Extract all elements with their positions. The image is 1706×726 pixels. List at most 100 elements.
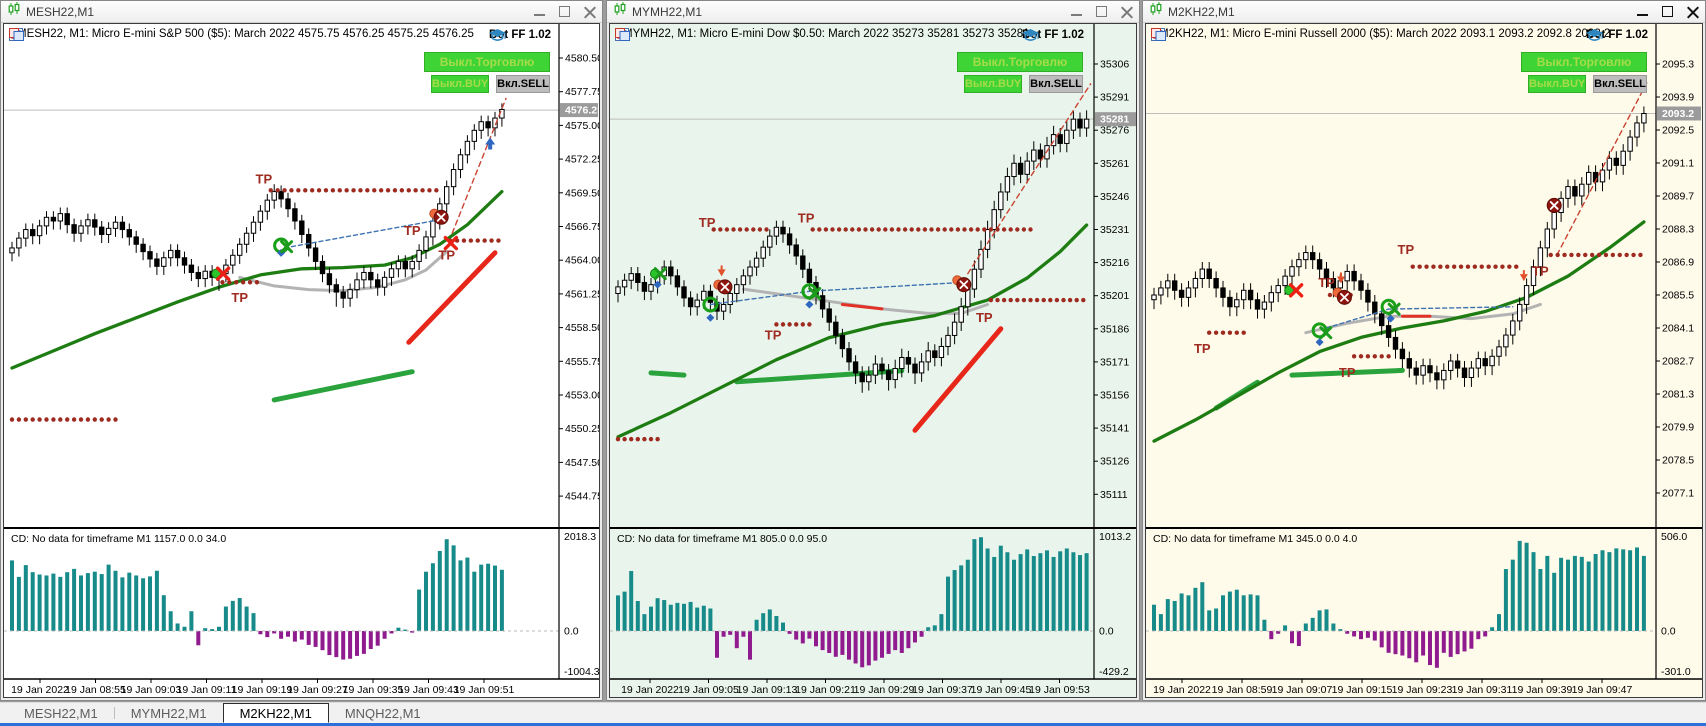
svg-text:19 Jan 09:03: 19 Jan 09:03: [121, 684, 182, 696]
svg-text:4569.50: 4569.50: [565, 187, 599, 199]
close-icon[interactable]: [583, 5, 596, 18]
svg-text:4580.50: 4580.50: [565, 53, 599, 65]
window-controls: [1070, 1, 1133, 22]
maximize-icon[interactable]: [558, 5, 571, 18]
svg-text:-429.2: -429.2: [1099, 666, 1129, 678]
window-controls: [533, 1, 596, 22]
window-titlebar[interactable]: MYMH22,M1: [607, 1, 1139, 23]
svg-text:4572.25: 4572.25: [565, 154, 599, 166]
buy-sell-button-group: Выкл.BUY Вкл.SELL: [431, 75, 550, 93]
symbol-info-text: MESH22, M1: Micro E-mini S&P 500 ($5): M…: [17, 28, 474, 40]
svg-text:TP: TP: [404, 223, 421, 238]
svg-text:35306: 35306: [1100, 59, 1129, 71]
toggle-sell-button[interactable]: Вкл.SELL: [496, 75, 550, 93]
tab-mnqh22[interactable]: MNQH22,M1: [344, 705, 421, 721]
svg-text:2085.5: 2085.5: [1662, 290, 1694, 302]
svg-text:2089.7: 2089.7: [1662, 191, 1694, 203]
svg-text:19 Jan 09:29: 19 Jan 09:29: [854, 684, 915, 696]
maximize-icon[interactable]: [1661, 5, 1674, 18]
svg-text:19 Jan 09:19: 19 Jan 09:19: [232, 684, 293, 696]
svg-text:2084.1: 2084.1: [1662, 323, 1694, 335]
tab-mesh22[interactable]: MESH22,M1: [24, 705, 98, 721]
bot-status-row: Bot FF 1.02: [1586, 29, 1652, 41]
symbol-info-row: M2KH22, M1: Micro E-mini Russell 2000 ($…: [1151, 28, 1611, 41]
window-titlebar[interactable]: M2KH22,M1: [1143, 1, 1705, 23]
svg-text:19 Jan 2022: 19 Jan 2022: [11, 684, 69, 696]
svg-text:19 Jan 09:43: 19 Jan 09:43: [398, 684, 459, 696]
toggle-trading-button[interactable]: Выкл.Торговлю: [957, 52, 1083, 72]
svg-text:4566.75: 4566.75: [565, 221, 599, 233]
svg-text:4558.50: 4558.50: [565, 322, 599, 334]
svg-text:4550.25: 4550.25: [565, 423, 599, 435]
toggle-sell-button[interactable]: Вкл.SELL: [1029, 75, 1083, 93]
close-icon[interactable]: [1120, 5, 1133, 18]
svg-text:2095.3: 2095.3: [1662, 59, 1694, 71]
candlestick-chart-icon: [1149, 2, 1163, 21]
svg-text:2091.1: 2091.1: [1662, 158, 1694, 170]
svg-text:TP: TP: [1318, 275, 1335, 290]
svg-text:19 Jan 09:11: 19 Jan 09:11: [177, 684, 237, 696]
svg-text:TP: TP: [1194, 341, 1211, 356]
svg-text:35141: 35141: [1100, 423, 1129, 435]
svg-text:4577.75: 4577.75: [565, 86, 599, 98]
chart-client-area: MESH22, M1: Micro E-mini S&P 500 ($5): M…: [3, 23, 600, 698]
svg-text:TP: TP: [1398, 242, 1415, 257]
toggle-buy-button[interactable]: Выкл.BUY: [1528, 75, 1586, 93]
maximize-icon[interactable]: [1095, 5, 1108, 18]
svg-text:2093.9: 2093.9: [1662, 92, 1694, 104]
svg-text:4576.25: 4576.25: [565, 105, 599, 117]
svg-text:35201: 35201: [1100, 290, 1129, 302]
svg-text:-301.0: -301.0: [1661, 666, 1691, 678]
svg-text:35216: 35216: [1100, 257, 1129, 269]
toggle-buy-button[interactable]: Выкл.BUY: [431, 75, 489, 93]
svg-text:TP: TP: [256, 171, 273, 186]
svg-text:35156: 35156: [1100, 390, 1129, 402]
svg-text:35261: 35261: [1100, 158, 1129, 170]
svg-text:2081.3: 2081.3: [1662, 389, 1694, 401]
svg-text:35291: 35291: [1100, 92, 1129, 104]
bot-label: Bot FF 1.02: [1022, 29, 1084, 41]
toggle-sell-button[interactable]: Вкл.SELL: [1593, 75, 1647, 93]
svg-text:TP: TP: [1339, 365, 1356, 380]
svg-text:-1004.3: -1004.3: [564, 666, 599, 678]
svg-text:19 Jan 09:35: 19 Jan 09:35: [343, 684, 404, 696]
svg-text:TP: TP: [231, 290, 248, 305]
window-controls: [1636, 1, 1699, 22]
svg-text:19 Jan 09:53: 19 Jan 09:53: [1029, 684, 1090, 696]
svg-text:35246: 35246: [1100, 191, 1129, 203]
minimize-icon[interactable]: [533, 5, 546, 18]
svg-text:2018.3: 2018.3: [564, 531, 596, 543]
bot-label: Bot FF 1.02: [489, 29, 551, 41]
chart-window-mymh22: MYMH22,M1 MYMH22, M1: Micro E-mini Dow $…: [606, 0, 1140, 701]
svg-text:2088.3: 2088.3: [1662, 224, 1694, 236]
tab-mymh22[interactable]: MYMH22,M1: [130, 705, 207, 721]
symbol-info-text: M2KH22, M1: Micro E-mini Russell 2000 ($…: [1159, 28, 1611, 40]
svg-text:35276: 35276: [1100, 125, 1129, 137]
toggle-buy-button[interactable]: Выкл.BUY: [964, 75, 1022, 93]
window-title: M2KH22,M1: [1168, 4, 1235, 19]
tab-m2kh22[interactable]: M2KH22,M1: [222, 703, 329, 723]
chart-client-area: M2KH22, M1: Micro E-mini Russell 2000 ($…: [1145, 23, 1703, 698]
minimize-icon[interactable]: [1636, 5, 1649, 18]
toggle-trading-button[interactable]: Выкл.Торговлю: [424, 52, 550, 72]
svg-text:CD: No data for timeframe M1 1: CD: No data for timeframe M1 1157.0 0.0 …: [11, 533, 226, 545]
svg-text:CD: No data for timeframe M1 3: CD: No data for timeframe M1 345.0 0.0 4…: [1153, 533, 1357, 545]
svg-text:2078.5: 2078.5: [1662, 455, 1694, 467]
chart-window-m2kh22: M2KH22,M1 M2KH22, M1: Micro E-mini Russe…: [1142, 0, 1706, 701]
toggle-trading-button[interactable]: Выкл.Торговлю: [1521, 52, 1647, 72]
window-titlebar[interactable]: MESH22,M1: [1, 1, 602, 23]
svg-text:4553.00: 4553.00: [565, 390, 599, 402]
svg-text:1013.2: 1013.2: [1099, 531, 1131, 543]
close-icon[interactable]: [1686, 5, 1699, 18]
svg-text:2092.5: 2092.5: [1662, 125, 1694, 137]
svg-text:2077.1: 2077.1: [1662, 488, 1694, 500]
symbol-info-text: MYMH22, M1: Micro E-mini Dow $0.50: Marc…: [623, 28, 1030, 40]
svg-text:TP: TP: [976, 310, 993, 325]
svg-text:TP: TP: [438, 247, 455, 262]
svg-text:35171: 35171: [1100, 356, 1129, 368]
buy-sell-button-group: Выкл.BUY Вкл.SELL: [1528, 75, 1647, 93]
minimize-icon[interactable]: [1070, 5, 1083, 18]
svg-text:TP: TP: [699, 215, 716, 230]
chart-window-mesh22: MESH22,M1 MESH22, M1: Micro E-mini S&P 5…: [0, 0, 603, 701]
svg-text:506.0: 506.0: [1661, 531, 1687, 543]
